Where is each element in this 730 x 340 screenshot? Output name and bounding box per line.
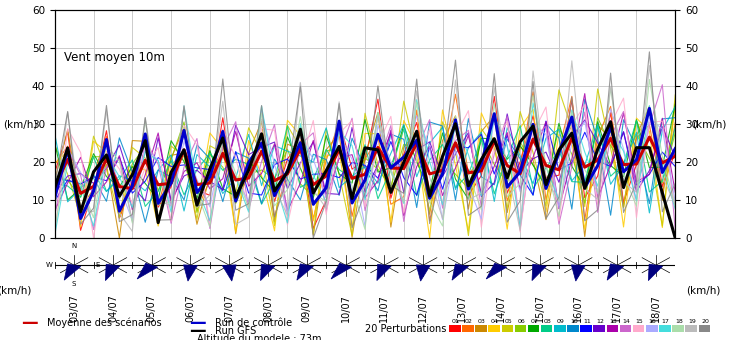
Text: E: E xyxy=(96,262,100,268)
Text: 06: 06 xyxy=(518,319,525,324)
Polygon shape xyxy=(416,265,430,281)
Text: Run de contrôle: Run de contrôle xyxy=(215,318,293,328)
Text: 16: 16 xyxy=(649,319,656,324)
Text: 19: 19 xyxy=(688,319,696,324)
Polygon shape xyxy=(452,264,469,280)
Text: —: — xyxy=(189,314,205,332)
Text: Vent moyen 10m: Vent moyen 10m xyxy=(64,51,165,64)
Polygon shape xyxy=(648,264,663,280)
Text: Altitude du modele : 73m: Altitude du modele : 73m xyxy=(197,334,322,340)
Text: 17/07: 17/07 xyxy=(612,294,622,322)
Text: 13/07: 13/07 xyxy=(457,294,467,322)
Text: 18: 18 xyxy=(675,319,683,324)
Text: 14: 14 xyxy=(623,319,630,324)
Text: 08/07: 08/07 xyxy=(263,294,273,322)
Text: 15: 15 xyxy=(636,319,643,324)
Polygon shape xyxy=(607,264,623,280)
Text: 13: 13 xyxy=(610,319,617,324)
Text: 10: 10 xyxy=(570,319,577,324)
Polygon shape xyxy=(572,265,585,281)
Polygon shape xyxy=(377,264,391,280)
Text: 03: 03 xyxy=(478,319,485,324)
Text: 05: 05 xyxy=(504,319,512,324)
Text: 03/07: 03/07 xyxy=(69,294,79,322)
Polygon shape xyxy=(137,263,158,279)
Text: (km/h): (km/h) xyxy=(0,286,32,296)
Text: 07: 07 xyxy=(531,319,538,324)
Text: W: W xyxy=(46,262,53,268)
Text: 14/07: 14/07 xyxy=(496,294,506,322)
Polygon shape xyxy=(486,263,507,279)
Text: (km/h): (km/h) xyxy=(4,119,38,129)
Text: 02: 02 xyxy=(465,319,472,324)
Polygon shape xyxy=(105,264,120,280)
Text: (km/h): (km/h) xyxy=(692,119,726,129)
Text: 12/07: 12/07 xyxy=(418,294,429,322)
Polygon shape xyxy=(532,264,546,280)
Text: 20: 20 xyxy=(702,319,709,324)
Text: 08: 08 xyxy=(544,319,551,324)
Text: (km/h): (km/h) xyxy=(686,286,721,296)
Text: Run GFS: Run GFS xyxy=(215,326,257,337)
Text: 04/07: 04/07 xyxy=(108,294,118,322)
Text: 18/07: 18/07 xyxy=(651,294,661,322)
Text: N: N xyxy=(72,243,77,249)
Text: 11: 11 xyxy=(583,319,591,324)
Polygon shape xyxy=(261,264,274,280)
Text: 06/07: 06/07 xyxy=(185,294,196,322)
Polygon shape xyxy=(297,264,313,280)
Text: 04: 04 xyxy=(491,319,499,324)
Text: —: — xyxy=(189,323,205,340)
Text: 16/07: 16/07 xyxy=(573,294,583,322)
Text: 15/07: 15/07 xyxy=(534,294,545,322)
Polygon shape xyxy=(183,265,197,281)
Polygon shape xyxy=(223,265,237,281)
Text: S: S xyxy=(72,281,77,287)
Text: Moyenne des scénarios: Moyenne des scénarios xyxy=(47,318,162,328)
Text: 17: 17 xyxy=(662,319,669,324)
Text: 12: 12 xyxy=(596,319,604,324)
Polygon shape xyxy=(64,264,81,280)
Polygon shape xyxy=(331,263,352,279)
Text: 20 Perturbations: 20 Perturbations xyxy=(365,324,446,334)
Text: 11/07: 11/07 xyxy=(380,294,389,322)
Text: —: — xyxy=(21,314,37,332)
Text: 07/07: 07/07 xyxy=(224,294,234,322)
Text: 09/07: 09/07 xyxy=(301,294,312,322)
Text: 09: 09 xyxy=(557,319,564,324)
Text: 10/07: 10/07 xyxy=(341,294,350,322)
Text: 05/07: 05/07 xyxy=(147,294,157,322)
Text: 01: 01 xyxy=(452,319,459,324)
